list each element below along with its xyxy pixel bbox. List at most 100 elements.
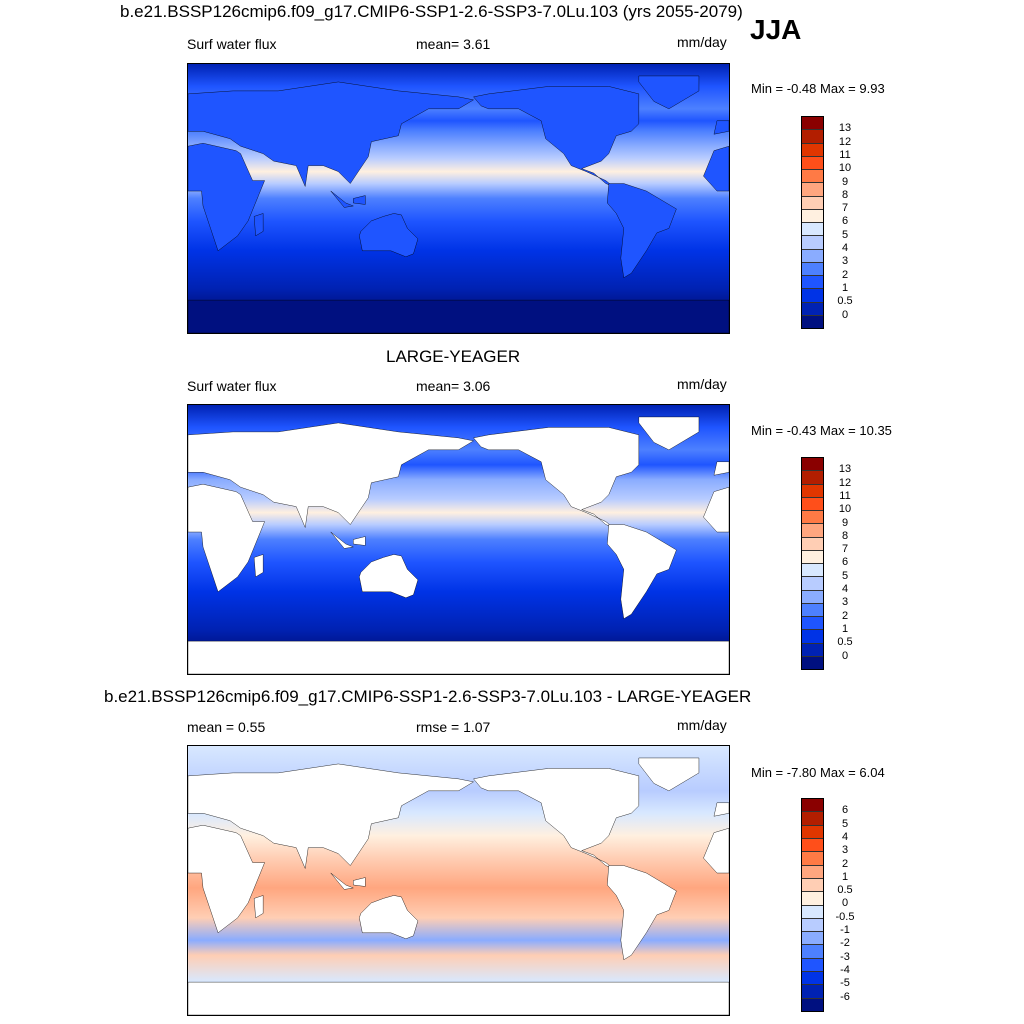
colorbar-label: 0: [841, 649, 849, 662]
panel3-units: mm/day: [677, 717, 727, 733]
colorbar-box: [802, 985, 823, 999]
land-mass: [607, 866, 676, 960]
colorbar-label: 0: [841, 308, 849, 321]
colorbar-box: [802, 156, 823, 170]
colorbar-label: 1: [841, 281, 849, 294]
colorbar-label: 3: [841, 844, 849, 857]
season-label: JJA: [750, 14, 802, 45]
colorbar-box: [802, 945, 823, 959]
colorbar-box: [802, 630, 823, 644]
colorbar-label: 13: [838, 122, 852, 135]
colorbar-label: 0.5: [837, 295, 853, 308]
land-mass: [353, 537, 365, 546]
panel2-colorbar: [801, 457, 824, 670]
colorbar-label: 5: [841, 228, 849, 241]
colorbar-label: 4: [841, 830, 849, 843]
colorbar-label: 11: [839, 148, 851, 161]
colorbar-box: [802, 656, 823, 669]
colorbar-box: [802, 315, 823, 328]
colorbar-label: 6: [841, 804, 849, 817]
colorbar-label: 4: [841, 583, 849, 595]
land-mass: [188, 143, 265, 251]
map-field: [188, 746, 729, 1015]
panel1-minmax: Min = -0.48 Max = 9.93: [751, 81, 885, 96]
colorbar-box: [802, 524, 823, 538]
colorbar-box: [802, 484, 823, 498]
colorbar-label: 3: [841, 255, 849, 268]
colorbar-label: 0.5: [837, 636, 853, 649]
colorbar-box: [802, 497, 823, 511]
colorbar-label: 5: [841, 569, 849, 582]
colorbar-box: [802, 865, 823, 879]
colorbar-box: [802, 905, 823, 919]
panel3-colorbar: [801, 798, 824, 1012]
colorbar-box: [802, 918, 823, 933]
land-mass: [353, 878, 365, 887]
colorbar-box: [802, 878, 823, 893]
colorbar-box: [802, 471, 823, 485]
colorbar-box: [802, 249, 823, 263]
colorbar-label: 11: [839, 489, 851, 502]
colorbar-box: [802, 617, 823, 631]
colorbar-box: [802, 130, 823, 144]
colorbar-box: [802, 838, 823, 853]
colorbar-label: 6: [841, 556, 849, 569]
panel2-units: mm/day: [677, 376, 727, 392]
colorbar-box: [802, 209, 823, 223]
panel2-variable: Surf water flux: [187, 378, 277, 394]
colorbar-label: -5: [840, 977, 850, 990]
colorbar-box: [802, 196, 823, 210]
colorbar-label: -3: [840, 950, 850, 963]
colorbar-label: 10: [838, 503, 852, 516]
land-mass: [607, 184, 676, 278]
land-mass: [714, 462, 729, 475]
colorbar-label: -0.5: [835, 910, 855, 923]
colorbar-label: 0.5: [837, 884, 853, 897]
colorbar-box: [802, 812, 823, 826]
panel3-minmax: Min = -7.80 Max = 6.04: [751, 765, 885, 780]
colorbar-label: 13: [838, 463, 852, 476]
colorbar-box: [802, 892, 823, 906]
colorbar-label: 12: [838, 476, 852, 489]
colorbar-box: [802, 998, 823, 1011]
land-mass: [353, 196, 365, 205]
colorbar-label: 9: [841, 516, 849, 529]
panel1-mean: mean= 3.61: [416, 36, 491, 52]
colorbar-label: -6: [840, 990, 850, 1003]
colorbar-box: [802, 236, 823, 250]
land-mass: [703, 828, 729, 873]
land-mass: [639, 417, 699, 450]
colorbar-box: [802, 550, 823, 564]
land-mass: [474, 427, 639, 527]
land-mass: [254, 554, 263, 576]
land-mass: [703, 487, 729, 532]
land-mass: [331, 873, 354, 889]
colorbar-box: [802, 972, 823, 986]
colorbar-label: 8: [841, 188, 849, 201]
colorbar-box: [802, 458, 823, 472]
land-mass: [703, 146, 729, 191]
panel3-rmse: rmse = 1.07: [416, 719, 491, 735]
colorbar-label: 2: [841, 268, 849, 281]
colorbar-box: [802, 302, 823, 316]
land-mass: [607, 525, 676, 619]
colorbar-label: 2: [841, 857, 849, 870]
land-mass: [714, 121, 729, 134]
colorbar-label: 0: [841, 897, 849, 910]
colorbar-box: [802, 577, 823, 591]
land-mass: [188, 484, 265, 592]
panel2-title: LARGE-YEAGER: [386, 347, 521, 366]
land-mass: [639, 758, 699, 791]
land-mass: [254, 895, 263, 917]
colorbar-label: 2: [841, 609, 849, 622]
panel3-title: b.e21.BSSP126cmip6.f09_g17.CMIP6-SSP1-2.…: [104, 687, 752, 706]
colorbar-box: [802, 643, 823, 657]
land-mass: [331, 532, 354, 548]
colorbar-box: [802, 932, 823, 946]
colorbar-box: [802, 564, 823, 578]
panel2-minmax: Min = -0.43 Max = 10.35: [751, 423, 892, 438]
colorbar-box: [802, 276, 823, 290]
colorbar-box: [802, 825, 823, 839]
colorbar-box: [802, 799, 823, 813]
